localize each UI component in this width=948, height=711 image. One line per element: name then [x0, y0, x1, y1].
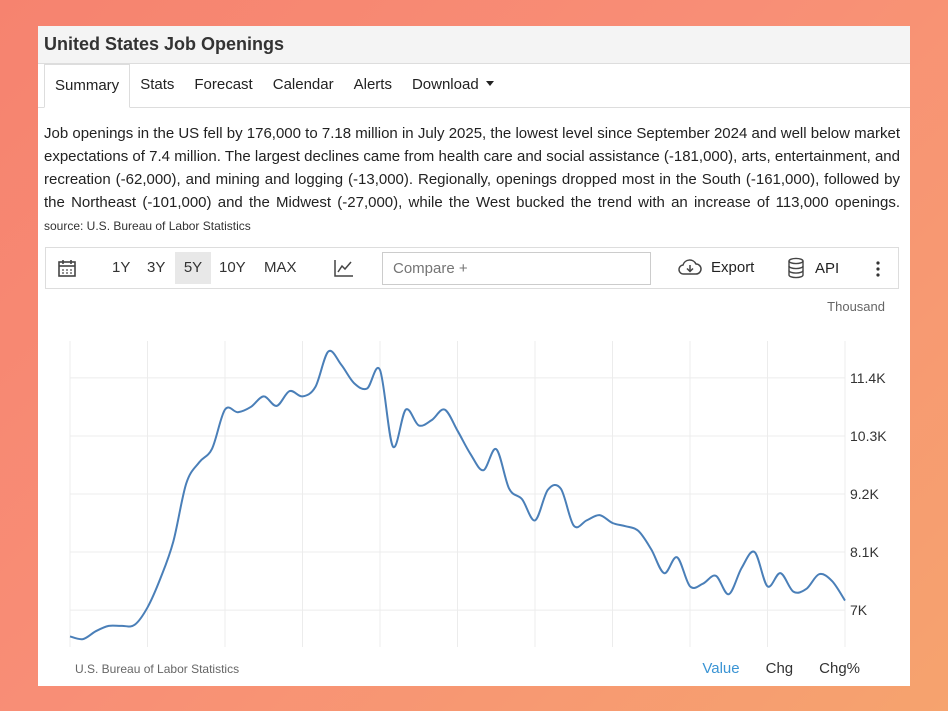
line-chart: Jul 2021 Jul 2022 Jul 2023 Jul 2024 Jul 2025 Jul 7K… [61, 341, 887, 651]
title-bar: United States Job Openings [38, 26, 910, 64]
chart-type-icon[interactable] [333, 258, 355, 283]
x-tick-label: Jul [61, 649, 79, 651]
range-3y-button[interactable]: 3Y [147, 259, 166, 276]
range-10y-button[interactable]: 10Y [219, 259, 246, 276]
x-tick-label: 2021 [132, 649, 163, 651]
description-text: Job openings in the US fell by 176,000 t… [44, 125, 900, 211]
x-tick-label: Jul [836, 649, 854, 651]
x-tick-label: Jul [681, 649, 699, 651]
value-mode-options: Value Chg Chg% [702, 660, 860, 677]
compare-input[interactable] [382, 252, 651, 285]
range-1y-button[interactable]: 1Y [112, 259, 131, 276]
database-icon [788, 257, 804, 279]
caret-down-icon [485, 81, 494, 86]
x-tick-label: Jul [526, 649, 544, 651]
api-label: API [815, 259, 840, 277]
tab-calendar[interactable]: Calendar [272, 76, 334, 93]
tab-download[interactable]: Download [402, 64, 504, 107]
chart-card: United States Job Openings Summary Stats… [38, 26, 910, 686]
x-tick-label: 2025 [752, 649, 783, 651]
cloud-download-icon [678, 259, 702, 275]
tab-summary[interactable]: Summary [44, 64, 131, 108]
x-tick-label: 2023 [442, 649, 473, 651]
tab-alerts[interactable]: Alerts [353, 76, 392, 93]
x-tick-label: 2024 [597, 649, 628, 651]
footer-source: U.S. Bureau of Labor Statistics [75, 662, 240, 676]
api-button[interactable]: API [787, 257, 839, 279]
tab-stats[interactable]: Stats [140, 76, 175, 93]
chg-option[interactable]: Chg [765, 660, 794, 677]
range-max-button[interactable]: MAX [264, 259, 297, 276]
chg-pct-option[interactable]: Chg% [819, 660, 860, 677]
range-5y-button[interactable]: 5Y [175, 252, 211, 284]
chart-toolbar: 1Y 3Y 5Y 10Y MAX Export API [45, 247, 899, 289]
x-tick-label: Jul [371, 649, 389, 651]
tab-bar: Summary Stats Forecast Calendar Alerts D… [38, 64, 910, 108]
series-line-job-openings [69, 349, 846, 641]
y-tick-label: 9.2K [850, 486, 879, 502]
calendar-icon[interactable] [57, 258, 77, 283]
more-options-icon[interactable] [875, 261, 881, 282]
tab-forecast[interactable]: Forecast [194, 76, 253, 93]
tab-download-label: Download [411, 76, 479, 93]
x-tick-label: 2022 [287, 649, 318, 651]
y-tick-label: 10.3K [850, 428, 887, 444]
y-tick-label: 11.4K [850, 370, 886, 386]
export-button[interactable]: Export [677, 257, 754, 277]
description: Job openings in the US fell by 176,000 t… [44, 122, 900, 238]
unit-label: Thousand [827, 299, 885, 314]
y-tick-label: 8.1K [850, 544, 879, 560]
value-option[interactable]: Value [702, 660, 740, 677]
page-title: United States Job Openings [44, 34, 285, 54]
y-tick-label: 7K [850, 602, 868, 618]
x-tick-label: Jul [216, 649, 234, 651]
export-label: Export [711, 258, 755, 276]
description-source: source: U.S. Bureau of Labor Statistics [44, 219, 251, 233]
